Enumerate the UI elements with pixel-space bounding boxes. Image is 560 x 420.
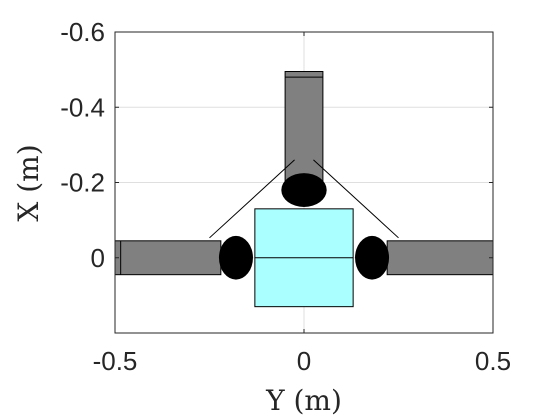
link-left — [114, 240, 222, 276]
foot-left — [218, 235, 253, 280]
y-tick-label: -0.4 — [60, 92, 105, 122]
x-axis-label: Y (m) — [265, 384, 342, 417]
link-right — [386, 240, 494, 276]
y-tick-label: -0.2 — [60, 168, 105, 198]
link-top — [284, 71, 324, 183]
axes-frame — [114, 31, 494, 334]
plot-shapes — [114, 71, 494, 308]
tick-labels: -0.5 0 0.5 -0.6 -0.4 -0.2 0 — [60, 17, 511, 376]
x-tick-label: 0.5 — [475, 346, 511, 376]
foot-right — [355, 235, 390, 280]
y-axis-label: X (m) — [12, 144, 45, 221]
tether-left — [209, 159, 295, 239]
x-tick-label: -0.5 — [93, 346, 138, 376]
y-tick-label: 0 — [91, 243, 105, 273]
tether-right — [313, 159, 399, 239]
foot-top — [281, 173, 327, 207]
x-tick-label: 0 — [297, 346, 311, 376]
y-tick-label: -0.6 — [60, 17, 105, 47]
